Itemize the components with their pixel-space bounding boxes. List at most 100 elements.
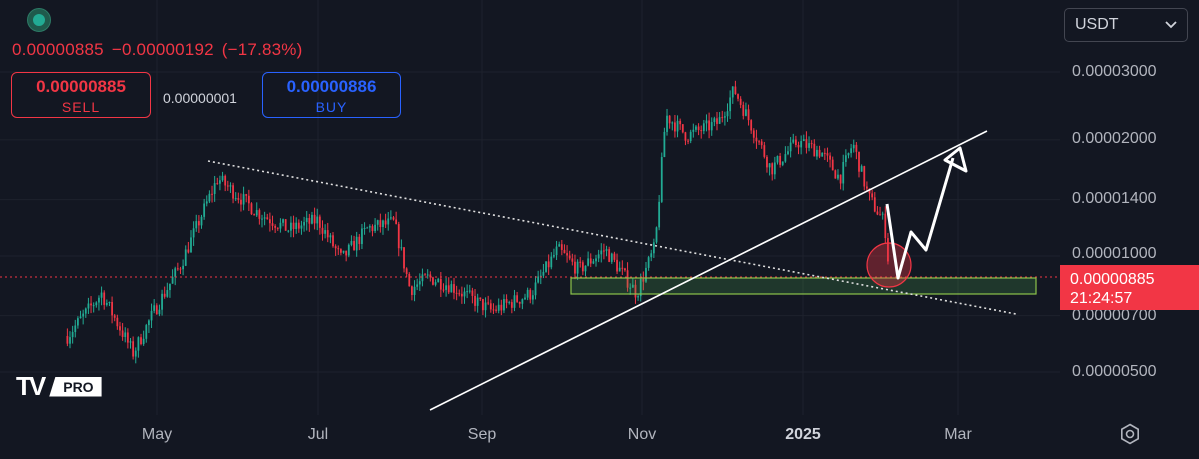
- y-tick-label: 0.00001400: [1072, 190, 1157, 207]
- candle-body: [82, 313, 85, 317]
- candle-body: [432, 277, 434, 285]
- candle-body: [631, 284, 634, 288]
- candle-body: [389, 217, 392, 219]
- candle-body: [826, 153, 829, 156]
- buy-button[interactable]: 0.00000886 BUY: [262, 72, 401, 118]
- candle-body: [587, 258, 590, 266]
- candle-body: [113, 315, 116, 318]
- candle-body: [166, 290, 169, 297]
- candle-body: [655, 227, 658, 243]
- x-tick-label: Nov: [627, 426, 657, 443]
- candle-body: [705, 120, 708, 124]
- candle-body: [329, 235, 332, 238]
- candle-body: [652, 242, 655, 254]
- candle-body: [174, 268, 177, 277]
- candle-body: [739, 98, 742, 105]
- y-tick-label: 0.00000700: [1072, 307, 1157, 324]
- candle-body: [350, 241, 353, 245]
- candle-body: [700, 130, 703, 132]
- candle-body: [321, 227, 324, 234]
- candle-body: [813, 143, 816, 157]
- candle-body: [479, 297, 482, 300]
- candle-body: [224, 175, 227, 186]
- candle-body: [621, 267, 624, 269]
- candle-body: [105, 302, 108, 305]
- candle-body: [182, 265, 185, 270]
- candle-body: [140, 337, 142, 345]
- highlight-circle: [866, 242, 912, 288]
- candle-body: [553, 255, 555, 257]
- candle-body: [279, 222, 282, 229]
- candle-body: [137, 337, 140, 351]
- candle-body: [674, 122, 676, 132]
- candle-body: [134, 350, 137, 357]
- candle-body: [823, 152, 826, 154]
- x-tick-label: May: [141, 426, 173, 443]
- candle-body: [687, 140, 689, 142]
- candle-body: [290, 222, 292, 231]
- candle-body: [98, 297, 100, 303]
- candle-body: [860, 166, 863, 172]
- x-tick-label: Sep: [467, 426, 497, 443]
- candle-body: [597, 254, 600, 259]
- candle-body: [723, 116, 726, 118]
- candle-body: [460, 293, 463, 297]
- candle-body: [879, 214, 881, 216]
- candle-body: [787, 151, 789, 155]
- bar-countdown: 21:24:57: [1070, 290, 1133, 307]
- candle-body: [129, 341, 132, 343]
- candle-body: [424, 274, 426, 276]
- candle-body: [439, 278, 442, 290]
- candle-body: [726, 111, 729, 117]
- candle-body: [316, 216, 319, 224]
- x-tick-label: Jul: [307, 426, 329, 443]
- candle-body: [95, 302, 98, 306]
- candle-body: [802, 139, 805, 142]
- candle-body: [226, 185, 229, 187]
- candle-body: [255, 210, 258, 216]
- candle-body: [592, 261, 595, 264]
- candle-body: [92, 305, 95, 307]
- symbol-status-icon[interactable]: [27, 8, 51, 32]
- currency-select[interactable]: USDT: [1064, 8, 1188, 42]
- candle-body: [203, 203, 206, 217]
- candle-body: [340, 249, 342, 253]
- candle-body: [558, 244, 561, 247]
- candle-body: [863, 166, 866, 187]
- candle-body: [382, 220, 384, 228]
- candle-body: [116, 317, 119, 327]
- sell-button[interactable]: 0.00000885 SELL: [11, 72, 151, 118]
- candle-body: [282, 219, 284, 223]
- candle-body: [581, 262, 584, 272]
- candle-body: [384, 220, 387, 225]
- candle-body: [466, 291, 469, 293]
- candle-body: [297, 222, 300, 229]
- candle-body: [797, 145, 800, 148]
- candle-body: [421, 274, 424, 282]
- candle-body: [531, 295, 534, 300]
- candle-body: [90, 303, 92, 306]
- candle-body: [876, 211, 879, 215]
- candle-body: [121, 330, 124, 337]
- candle-body: [516, 295, 519, 302]
- candle-body: [645, 267, 647, 282]
- candle-body: [866, 186, 868, 189]
- candle-body: [211, 193, 213, 195]
- candle-body: [692, 129, 695, 132]
- candle-body: [639, 279, 642, 297]
- candle-body: [429, 274, 432, 278]
- candle-body: [718, 117, 721, 124]
- y-tick-label: 0.00002000: [1072, 130, 1157, 147]
- candle-body: [534, 282, 537, 296]
- candle-body: [537, 276, 540, 283]
- candle-body: [237, 198, 240, 200]
- candle-body: [521, 299, 524, 304]
- candle-body: [850, 148, 853, 154]
- candle-body: [111, 302, 113, 316]
- candle-body: [571, 258, 574, 262]
- candle-body: [492, 309, 495, 311]
- projection-arrow: [885, 157, 955, 280]
- settings-icon[interactable]: [1119, 423, 1141, 445]
- candle-body: [482, 299, 484, 311]
